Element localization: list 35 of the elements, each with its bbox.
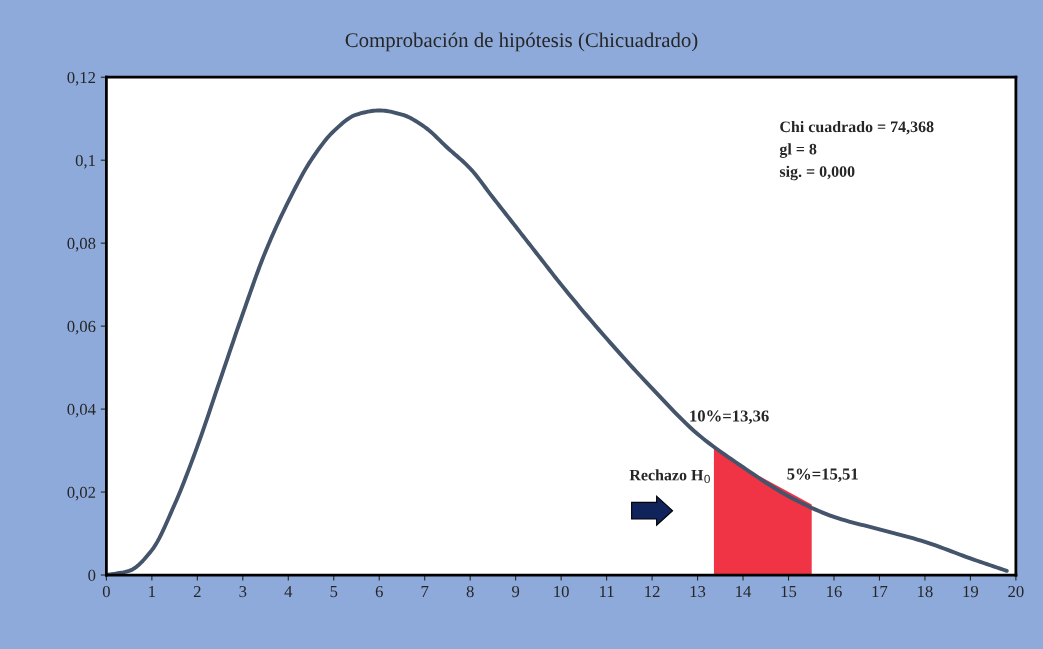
chart-title: Comprobación de hipótesis (Chicuadrado) bbox=[345, 32, 698, 52]
x-tick-label: 20 bbox=[1008, 585, 1024, 598]
annotation: 5%=15,51 bbox=[787, 468, 858, 483]
y-tick-label: 0,02 bbox=[67, 486, 96, 501]
annotation: sig. = 0,000 bbox=[779, 165, 855, 181]
x-tick-label: 9 bbox=[512, 585, 520, 598]
x-tick-label: 18 bbox=[918, 585, 933, 598]
annotation: Rechazo H$_{0}$ bbox=[629, 469, 710, 484]
y-tick-label: 0,12 bbox=[67, 71, 96, 86]
y-tick-label: 0,1 bbox=[75, 154, 95, 169]
y-tick-label: 0 bbox=[88, 569, 96, 581]
x-tick-label: 1 bbox=[149, 585, 156, 597]
x-tick-label: 16 bbox=[827, 585, 842, 598]
x-tick-label: 6 bbox=[375, 585, 383, 598]
annotation: gl = 8 bbox=[779, 143, 817, 158]
x-tick-label: 19 bbox=[963, 585, 979, 598]
x-tick-label: 11 bbox=[600, 585, 614, 597]
x-tick-label: 15 bbox=[781, 585, 797, 598]
x-tick-label: 7 bbox=[421, 586, 429, 597]
x-tick-label: 14 bbox=[736, 585, 752, 597]
x-tick-label: 10 bbox=[554, 585, 569, 598]
annotation: 10%=13,36 bbox=[690, 410, 769, 424]
x-tick-label: 4 bbox=[284, 586, 293, 597]
x-tick-label: 3 bbox=[239, 585, 247, 598]
y-tick-label: 0,08 bbox=[67, 237, 96, 252]
annotation: Chi cuadrado = 74,368 bbox=[780, 120, 934, 135]
x-tick-label: 17 bbox=[872, 585, 888, 597]
y-tick-label: 0,06 bbox=[67, 320, 96, 335]
x-tick-label: 5 bbox=[330, 586, 338, 598]
y-tick-label: 0,04 bbox=[67, 403, 96, 418]
x-tick-label: 12 bbox=[645, 585, 660, 597]
x-tick-label: 13 bbox=[690, 585, 706, 598]
x-tick-label: 2 bbox=[193, 585, 201, 597]
x-tick-label: 8 bbox=[466, 585, 474, 598]
x-tick-label: 0 bbox=[102, 585, 110, 598]
